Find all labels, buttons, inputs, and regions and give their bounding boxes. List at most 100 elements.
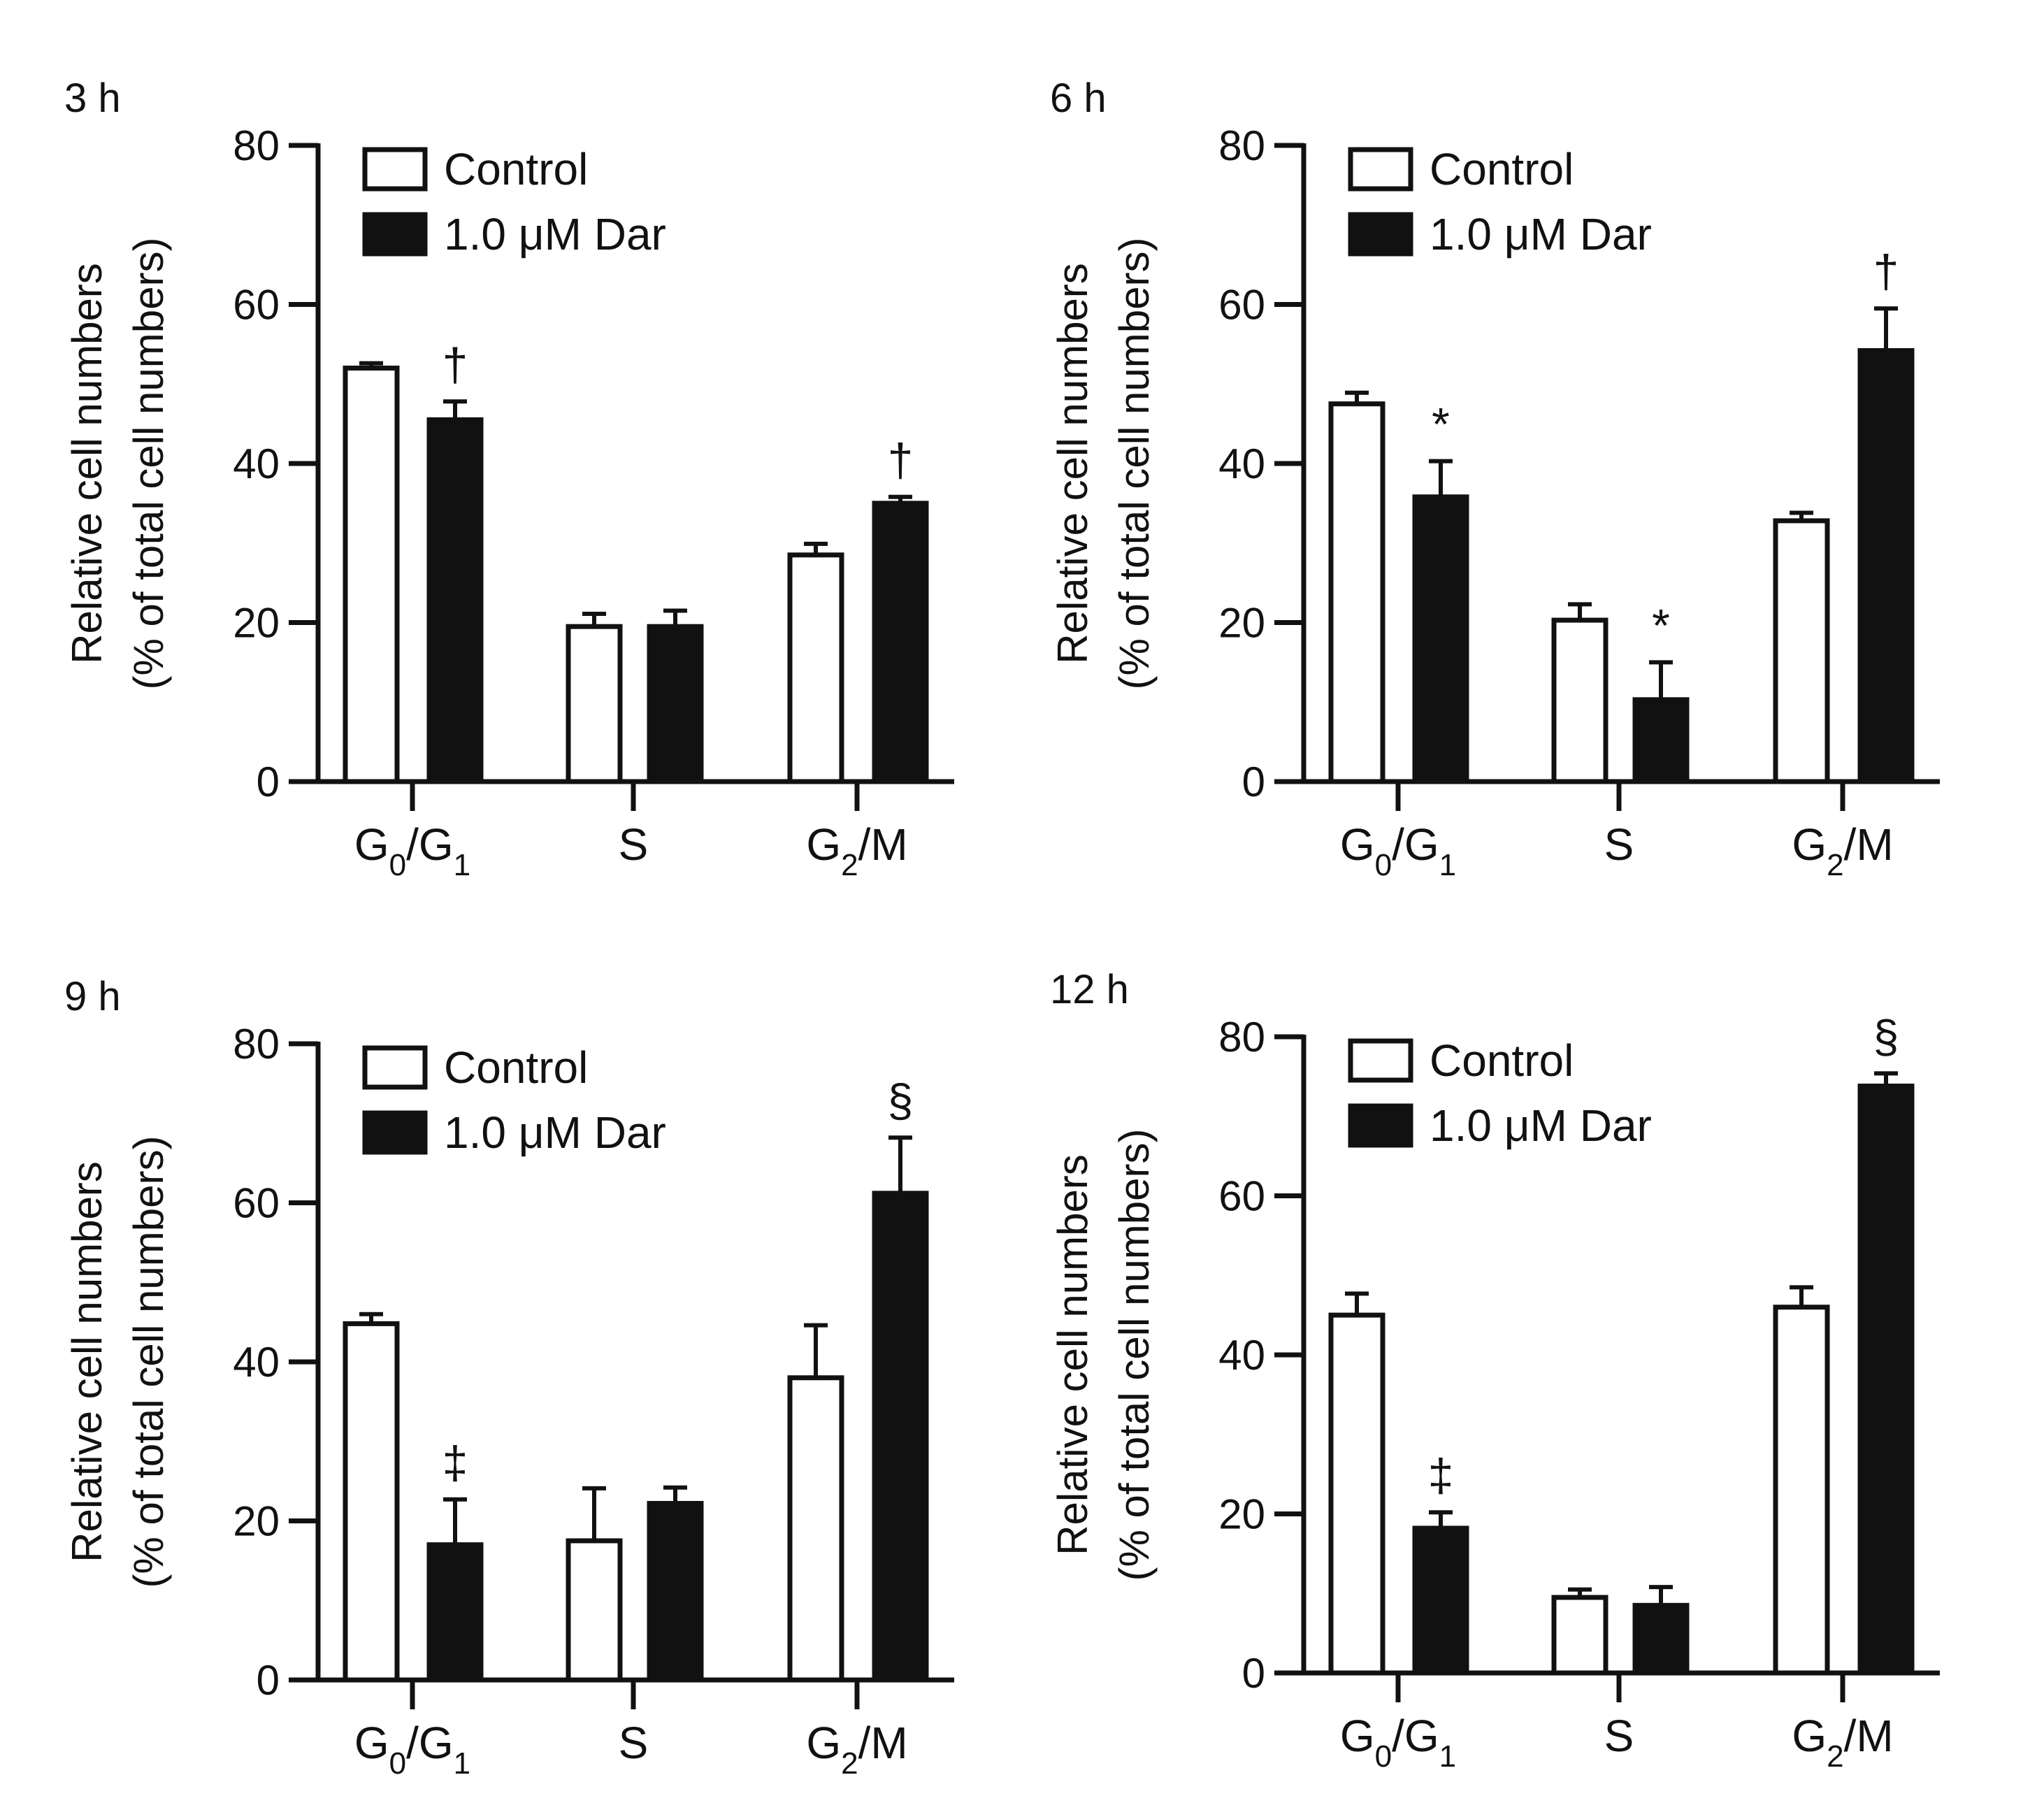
bar-control-1 (566, 1538, 623, 1683)
legend-swatch-dar (1348, 1103, 1413, 1148)
bar-control-1 (1551, 1595, 1608, 1676)
bar-dar-2 (872, 1191, 929, 1683)
x-tick-label-part: G (1340, 1711, 1375, 1761)
y-tick-label: 60 (1218, 1173, 1265, 1220)
panel-title: 6 h (1050, 76, 1107, 121)
significance-mark: ‡ (442, 1437, 468, 1488)
legend-label: 1.0 μM Dar (1430, 1100, 1652, 1151)
legend-swatch-control (1348, 1038, 1413, 1083)
legend-label: 1.0 μM Dar (1430, 209, 1652, 259)
x-tick-label-part: G (354, 1718, 389, 1768)
x-tick-label-part: G (1792, 819, 1827, 870)
x-tick-label-part: /G (1392, 819, 1439, 870)
x-tick-label-part: /M (858, 1718, 908, 1768)
x-tick-label: G0/G1 (1340, 819, 1456, 882)
x-tick-label-subscript: 2 (1827, 848, 1843, 882)
x-tick-label-subscript: 1 (1439, 1739, 1456, 1774)
chart-panel-1: 6 h 0 20 40 60 80 Relative cell numbers (% of t… (1049, 76, 1940, 882)
significance-mark: * (1432, 398, 1450, 450)
x-tick-label-subscript: 0 (389, 848, 406, 882)
x-tick-label: S (619, 819, 649, 870)
x-tick-label-part: S (1604, 1711, 1634, 1761)
y-tick-label: 0 (257, 759, 280, 805)
y-tick-label: 80 (1218, 122, 1265, 169)
bar-dar-1 (647, 1500, 704, 1683)
y-axis-label-line: (% of total cell numbers) (125, 1136, 172, 1588)
y-axis-label-line: Relative cell numbers (1049, 263, 1096, 664)
y-tick-label: 20 (1218, 600, 1265, 647)
significance-mark: † (888, 434, 914, 486)
y-axis-label: Relative cell numbers (% of total cell nu… (64, 1136, 172, 1588)
x-tick-label: S (1604, 819, 1634, 870)
y-tick-label: 20 (1218, 1491, 1265, 1538)
bar-control-0 (343, 366, 400, 784)
y-axis-label-line: Relative cell numbers (64, 263, 110, 664)
legend-label: 1.0 μM Dar (444, 1107, 666, 1158)
legend-swatch-control (362, 1045, 428, 1090)
significance-mark: § (1873, 1010, 1899, 1062)
y-tick-label: 60 (1218, 282, 1265, 329)
x-tick-label: G0/G1 (1340, 1711, 1456, 1774)
significance-mark: † (1873, 245, 1899, 297)
x-tick-label-subscript: 0 (1375, 1739, 1392, 1774)
y-axis-label: Relative cell numbers (% of total cell nu… (1049, 1129, 1158, 1581)
bar-control-1 (566, 624, 623, 784)
x-tick-label-subscript: 2 (841, 848, 858, 882)
bar-control-2 (1773, 518, 1830, 784)
bar-dar-2 (1857, 347, 1915, 784)
y-tick-label: 0 (1242, 1650, 1265, 1697)
x-tick-label: G2/M (806, 819, 907, 882)
y-tick-label: 20 (233, 1498, 280, 1545)
x-tick-label-subscript: 2 (841, 1746, 858, 1781)
bar-dar-1 (1632, 1602, 1690, 1676)
y-tick-label: 40 (233, 440, 280, 487)
significance-mark: * (1652, 599, 1670, 651)
y-tick-label: 0 (257, 1657, 280, 1704)
significance-mark: ‡ (1428, 1449, 1454, 1501)
x-tick-label: G2/M (1792, 1711, 1893, 1774)
legend-swatch-control (1348, 147, 1413, 192)
bar-control-2 (787, 552, 844, 784)
y-tick-label: 80 (233, 1021, 280, 1068)
x-tick-label: G2/M (1792, 819, 1893, 882)
bar-control-0 (343, 1321, 400, 1683)
panel-title: 9 h (64, 974, 121, 1019)
x-tick-label-part: /G (406, 819, 454, 870)
significance-mark: § (888, 1075, 914, 1126)
y-tick-label: 60 (233, 282, 280, 329)
bar-dar-0 (426, 417, 484, 784)
x-tick-label-subscript: 0 (389, 1746, 406, 1781)
y-axis-label: Relative cell numbers (% of total cell nu… (64, 238, 172, 690)
x-tick-label-part: G (806, 1718, 841, 1768)
y-tick-label: 40 (1218, 440, 1265, 487)
x-tick-label-subscript: 0 (1375, 848, 1392, 882)
y-tick-label: 80 (233, 122, 280, 169)
x-tick-label: G2/M (806, 1718, 907, 1781)
x-tick-label: S (1604, 1711, 1634, 1761)
legend-label: Control (1430, 144, 1574, 194)
bar-dar-2 (1857, 1084, 1915, 1676)
x-tick-label-part: G (806, 819, 841, 870)
x-tick-label-part: /M (858, 819, 908, 870)
x-tick-label: G0/G1 (354, 819, 470, 882)
legend-swatch-dar (1348, 212, 1413, 257)
x-tick-label: G0/G1 (354, 1718, 470, 1781)
x-tick-label-part: S (1604, 819, 1634, 870)
x-tick-label-part: /M (1844, 819, 1894, 870)
bar-dar-0 (1412, 1525, 1469, 1676)
legend-label: 1.0 μM Dar (444, 209, 666, 259)
y-axis-label-line: (% of total cell numbers) (125, 238, 172, 690)
y-tick-label: 20 (233, 600, 280, 647)
x-tick-label-part: G (1340, 819, 1375, 870)
bar-control-0 (1328, 1312, 1386, 1676)
legend-swatch-control (362, 147, 428, 192)
bar-dar-2 (872, 501, 929, 784)
panel-title: 3 h (64, 76, 121, 121)
x-tick-label-part: S (619, 819, 649, 870)
x-tick-label-part: /G (1392, 1711, 1439, 1761)
x-tick-label-subscript: 1 (1439, 848, 1456, 882)
y-axis-label-line: (% of total cell numbers) (1111, 238, 1158, 690)
